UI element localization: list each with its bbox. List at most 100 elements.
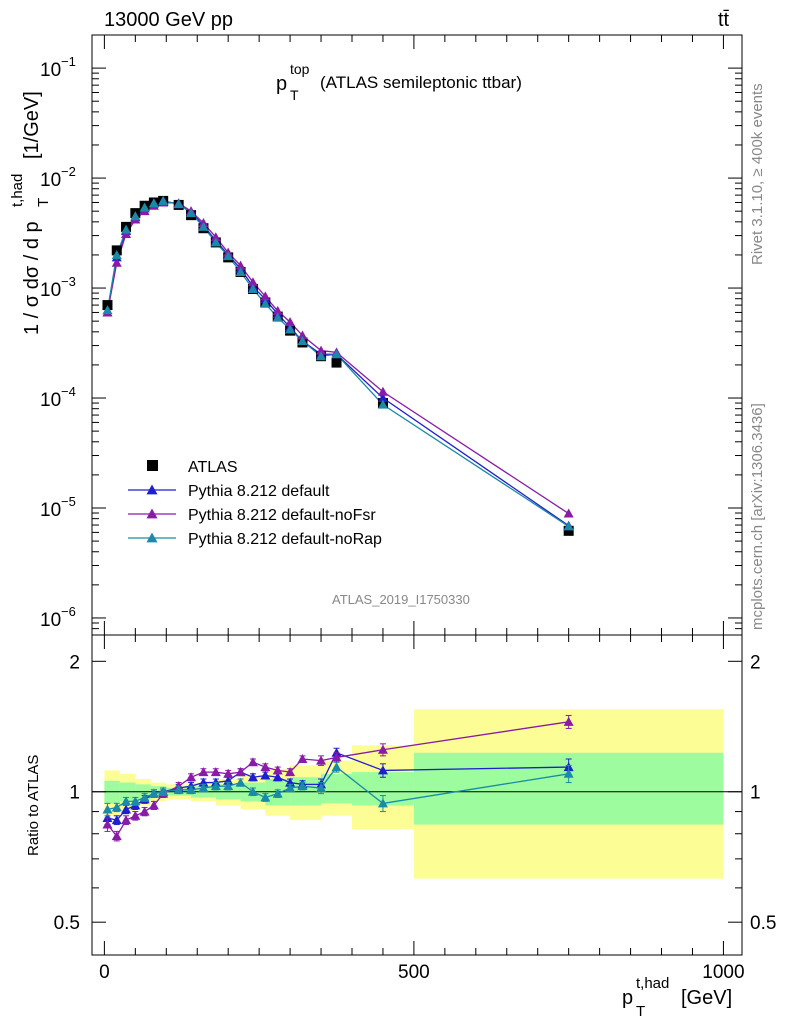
x-tick-label: 1000 xyxy=(702,962,744,983)
mc-point xyxy=(272,312,283,322)
ratio-point xyxy=(223,768,234,778)
ratio-point xyxy=(260,762,271,772)
y-tick-base: 10 xyxy=(40,60,61,81)
ratio-point xyxy=(111,802,122,812)
ratio-point xyxy=(158,786,169,796)
atlas-point xyxy=(331,357,342,368)
atlas-point xyxy=(563,525,574,536)
legend: ATLAS Pythia 8.212 default Pythia 8.212 de… xyxy=(128,459,382,548)
legend-entry: ATLAS xyxy=(147,459,238,476)
ratio-tick-label-right: 1 xyxy=(750,783,761,804)
xlabel-unit: [GeV] xyxy=(681,987,732,1009)
mc-point xyxy=(158,195,169,205)
ratio-point xyxy=(210,781,221,791)
y-tick-label: 10 −6 xyxy=(40,604,76,631)
y-tick-exp: −5 xyxy=(61,494,76,509)
ratio-point xyxy=(272,788,283,798)
ratio-point xyxy=(247,772,258,782)
ratio-line xyxy=(107,766,569,811)
mc-point xyxy=(316,345,327,355)
ratio-point xyxy=(235,777,246,787)
ratio-point xyxy=(297,781,308,791)
legend-entry: Pythia 8.212 default-noRap xyxy=(128,531,382,548)
ratio-point xyxy=(377,744,388,754)
mc-point xyxy=(377,393,388,403)
x-tick-label: 500 xyxy=(398,962,430,983)
y-tick-base: 10 xyxy=(40,390,61,411)
ratio-tick-label-left: 0.5 xyxy=(54,913,80,934)
legend-marker xyxy=(147,460,158,471)
legend-marker xyxy=(146,508,158,519)
mcplots-label: mcplots.cern.ch [arXiv:1306.3436] xyxy=(749,403,766,630)
ratio-point xyxy=(272,765,283,775)
green-band xyxy=(321,773,352,804)
ratio-y-axis: 2 2 1 1 0.5 0.5 xyxy=(54,652,777,934)
main-data-layer xyxy=(102,195,574,536)
analysis-id: ATLAS_2019_I1750330 xyxy=(332,592,470,607)
ratio-point xyxy=(563,768,574,778)
mc-point xyxy=(377,386,388,396)
y-tick-label: 10 −4 xyxy=(40,384,76,411)
mc-point xyxy=(102,305,113,315)
legend-entry: Pythia 8.212 default xyxy=(128,483,330,500)
mc-point xyxy=(272,305,283,315)
mc-point xyxy=(235,260,246,270)
mc-point xyxy=(285,324,296,334)
mc-point xyxy=(563,508,574,518)
ratio-line xyxy=(106,721,569,838)
y-tick-label: 10 −2 xyxy=(40,164,76,191)
mc-point xyxy=(148,198,159,208)
mc-point xyxy=(210,237,221,247)
ratio-point xyxy=(198,767,209,777)
mc-point xyxy=(316,351,327,361)
title-rest: (ATLAS semileptonic ttbar) xyxy=(320,73,522,92)
xlabel-sub: T xyxy=(636,1003,645,1020)
ratio-point xyxy=(148,788,159,798)
ratio-point xyxy=(223,781,234,791)
legend-label: Pythia 8.212 default-noFsr xyxy=(188,507,376,524)
ratio-point xyxy=(316,783,327,793)
mc-point xyxy=(247,284,258,294)
title-sub: T xyxy=(290,87,299,103)
x-tick-label: 0 xyxy=(99,962,110,983)
ratio-point xyxy=(186,784,197,794)
ylabel-unit: [1/GeV] xyxy=(21,91,43,159)
ratio-point xyxy=(111,831,122,841)
ratio-point xyxy=(260,792,271,802)
mc-point xyxy=(210,232,221,242)
legend-label: Pythia 8.212 default-noRap xyxy=(188,531,382,548)
mc-point xyxy=(260,291,271,301)
ratio-point xyxy=(297,754,308,764)
mc-point xyxy=(111,249,122,259)
ratio-point xyxy=(563,716,574,726)
rivet-label: Rivet 3.1.10, ≥ 400k events xyxy=(749,83,766,265)
ratio-point xyxy=(316,755,327,765)
ylabel-sub: T xyxy=(35,198,52,207)
mc-point xyxy=(331,349,342,359)
x-axis: 0 500 1000 xyxy=(99,35,745,983)
main-y-label: 1 / σ dσ / d p T t,had [1/GeV] xyxy=(9,91,52,335)
y-tick-base: 10 xyxy=(40,280,61,301)
y-tick-exp: −3 xyxy=(61,274,76,289)
mc-point xyxy=(563,521,574,531)
ratio-point xyxy=(139,806,150,816)
y-tick-exp: −4 xyxy=(61,384,76,399)
ratio-point xyxy=(260,770,271,780)
ratio-point xyxy=(186,772,197,782)
y-tick-exp: −2 xyxy=(61,164,76,179)
y-tick-exp: −1 xyxy=(61,54,76,69)
mc-point xyxy=(173,199,184,209)
main-title: p top T (ATLAS semileptonic ttbar) xyxy=(276,61,522,103)
ratio-point xyxy=(130,810,141,820)
ratio-tick-label-left: 2 xyxy=(69,652,80,673)
ratio-point xyxy=(247,757,258,767)
ratio-point xyxy=(198,783,209,793)
energy-label: 13000 GeV pp xyxy=(104,9,233,31)
ratio-tick-label-right: 2 xyxy=(750,652,761,673)
mc-point xyxy=(260,298,271,308)
ratio-point xyxy=(121,804,132,814)
mc-point xyxy=(297,335,308,345)
mc-point xyxy=(121,224,132,234)
mc-point xyxy=(223,251,234,261)
